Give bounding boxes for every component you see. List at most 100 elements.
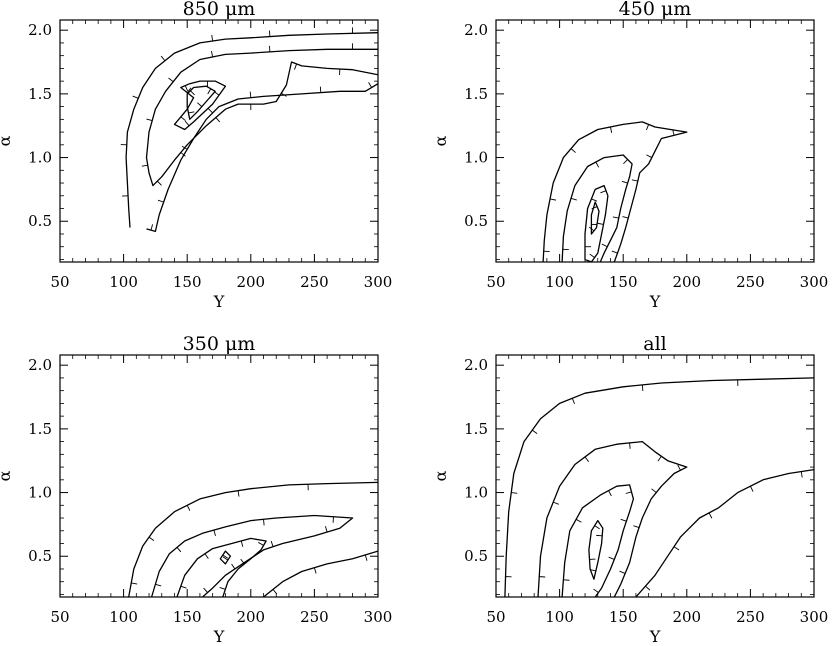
x-tick-label: 150 <box>173 608 202 626</box>
contour-tick <box>608 556 615 560</box>
y-tick-label: 1.0 <box>28 149 52 167</box>
contour-tick <box>645 585 651 591</box>
contour-tick <box>672 129 675 136</box>
contour-tick <box>270 540 274 547</box>
contour-tick <box>623 159 628 165</box>
y-tick-label: 1.5 <box>28 420 52 438</box>
contour-tick <box>258 542 264 546</box>
x-tick-label: 200 <box>672 273 701 291</box>
contour-tick <box>597 222 604 225</box>
panel-1: 50 100 150 200 250 300 0.5 1.0 1.5 2.0 850 μm Yα <box>0 0 392 311</box>
contour-tick <box>237 490 240 497</box>
y-tick-label: 0.5 <box>28 212 52 230</box>
contour-tick <box>589 253 595 258</box>
contour-tick <box>610 126 613 133</box>
contour-tick <box>272 589 278 595</box>
panel-title-4: all <box>643 333 666 355</box>
contour-tick <box>180 116 186 121</box>
contour-tick <box>641 384 644 391</box>
contour-tick <box>657 455 662 462</box>
y-axis-label-3: α <box>0 470 14 481</box>
contour-tick <box>511 492 518 494</box>
contour-tick <box>584 456 590 462</box>
contour-tick <box>184 85 189 92</box>
contour-tick <box>621 180 628 184</box>
contour-tick <box>188 111 195 114</box>
contour-tick <box>240 558 245 565</box>
contour-group-2 <box>542 121 688 262</box>
contour-tick <box>211 50 214 58</box>
contour-tick <box>800 471 803 478</box>
x-tick-label: 50 <box>50 608 69 626</box>
x-axis-label-2: Y <box>649 292 661 311</box>
contour-tick <box>531 429 538 435</box>
x-tick-label: 300 <box>800 608 829 626</box>
contour-tick <box>622 216 629 219</box>
contour-tick <box>222 554 229 559</box>
contour-tick <box>677 464 681 471</box>
contour-tick <box>146 118 153 122</box>
contour-line <box>561 154 633 262</box>
y-tick-label: 1.5 <box>464 420 488 438</box>
contour-line <box>145 48 378 187</box>
y-axis-label-4: α <box>431 470 450 481</box>
contour-tick <box>294 63 298 70</box>
contour-tick <box>589 569 596 572</box>
plot-frame-3 <box>59 354 379 598</box>
contour-tick <box>601 243 608 248</box>
contour-tick <box>141 164 148 167</box>
contour-tick <box>186 505 191 511</box>
contour-line <box>146 83 378 233</box>
y-tick-label: 2.0 <box>464 21 488 39</box>
contour-tick <box>215 117 221 123</box>
contour-line <box>584 184 609 262</box>
x-axis-label-4: Y <box>649 627 661 646</box>
contour-tick <box>553 501 559 505</box>
contour-tick <box>131 582 138 585</box>
contour-line <box>537 440 688 597</box>
x-tick-label: 50 <box>50 273 69 291</box>
x-tick-label: 200 <box>236 608 265 626</box>
contour-tick <box>588 226 595 232</box>
contour-tick <box>591 206 598 210</box>
contour-line <box>150 514 354 597</box>
x-tick-label: 150 <box>609 273 638 291</box>
contour-tick <box>208 108 213 114</box>
contour-line <box>504 377 814 597</box>
contour-tick <box>645 124 650 131</box>
contour-tick <box>651 488 657 493</box>
contour-tick <box>160 55 166 62</box>
contour-tick <box>612 216 619 219</box>
contour-tick <box>180 585 187 589</box>
y-axis-label-2: α <box>431 135 450 146</box>
contour-tick <box>594 525 600 530</box>
contour-tick <box>595 161 600 168</box>
contour-tick <box>211 35 214 42</box>
x-tick-label: 200 <box>236 273 265 291</box>
contour-tick <box>197 102 203 107</box>
contour-tick <box>629 442 631 449</box>
y-axis-label-1: α <box>0 135 14 146</box>
contour-tick <box>611 250 618 254</box>
contour-tick <box>219 587 226 590</box>
contour-line <box>561 484 635 597</box>
contour-tick <box>625 491 632 494</box>
contour-tick <box>575 518 582 523</box>
panel-3: 50 100 150 200 250 300 0.5 1.0 1.5 2.0 350 μm Yα <box>0 333 392 646</box>
x-tick-label: 150 <box>173 273 202 291</box>
contour-tick <box>549 198 557 201</box>
contour-tick <box>593 588 599 593</box>
x-tick-label: 50 <box>486 273 505 291</box>
contour-tick <box>155 583 162 587</box>
y-tick-label: 0.5 <box>28 547 52 565</box>
contour-tick <box>570 197 577 201</box>
panel-title-3: 350 μm <box>183 333 256 355</box>
x-tick-label: 250 <box>736 273 765 291</box>
contour-tick <box>240 540 244 547</box>
contour-tick <box>633 525 640 529</box>
x-tick-label: 300 <box>364 273 393 291</box>
contour-tick <box>181 145 188 150</box>
y-tick-label: 2.0 <box>28 21 52 39</box>
contour-tick <box>156 180 162 186</box>
